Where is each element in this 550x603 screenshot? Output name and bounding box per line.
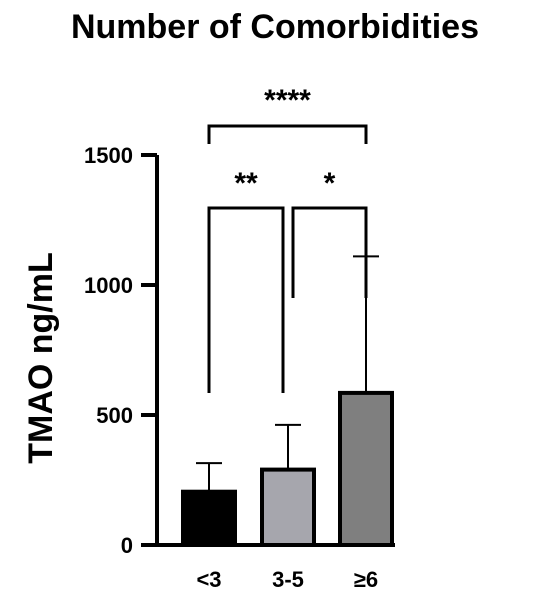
y-tick-label: 1500 — [84, 143, 133, 168]
y-tick-label: 500 — [96, 403, 133, 428]
y-tick-label: 0 — [121, 533, 133, 558]
bar — [260, 467, 316, 548]
chart-title: Number of Comorbidities — [70, 8, 480, 46]
bar — [181, 489, 237, 548]
x-tick-label: ≥6 — [354, 567, 378, 592]
significance-bracket — [291, 206, 368, 298]
significance-bracket — [207, 206, 285, 393]
significance-bracket — [207, 124, 368, 144]
significance-label: **** — [264, 84, 311, 117]
significance-label: * — [324, 167, 336, 200]
x-tick-label: 3-5 — [272, 567, 304, 592]
y-tick-label: 1000 — [84, 273, 133, 298]
y-axis-label: TMAO ng/mL — [22, 252, 60, 464]
x-tick-label: <3 — [196, 567, 221, 592]
bar — [338, 390, 394, 547]
significance-label: ** — [234, 167, 258, 200]
